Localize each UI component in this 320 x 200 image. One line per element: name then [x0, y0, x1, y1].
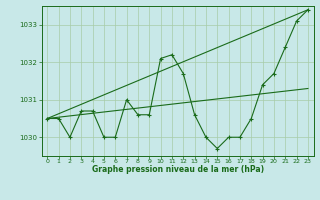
- X-axis label: Graphe pression niveau de la mer (hPa): Graphe pression niveau de la mer (hPa): [92, 165, 264, 174]
